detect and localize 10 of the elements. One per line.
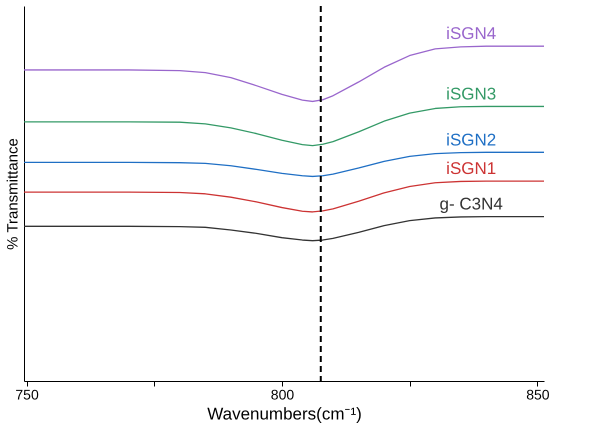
series-label: iSGN1 — [446, 159, 496, 178]
x-axis-title: Wavenumbers(cm⁻¹) — [207, 404, 362, 424]
x-tick-label: 800 — [270, 386, 294, 402]
x-tick-label: 850 — [526, 386, 550, 402]
series-label: iSGN4 — [446, 24, 496, 44]
series-label: g- C3N4 — [440, 194, 503, 214]
series-label: iSGN2 — [446, 130, 496, 150]
series-label: iSGN3 — [446, 84, 496, 104]
x-tick-label: 750 — [15, 386, 39, 402]
y-axis-title: % Transmittance — [4, 138, 22, 250]
